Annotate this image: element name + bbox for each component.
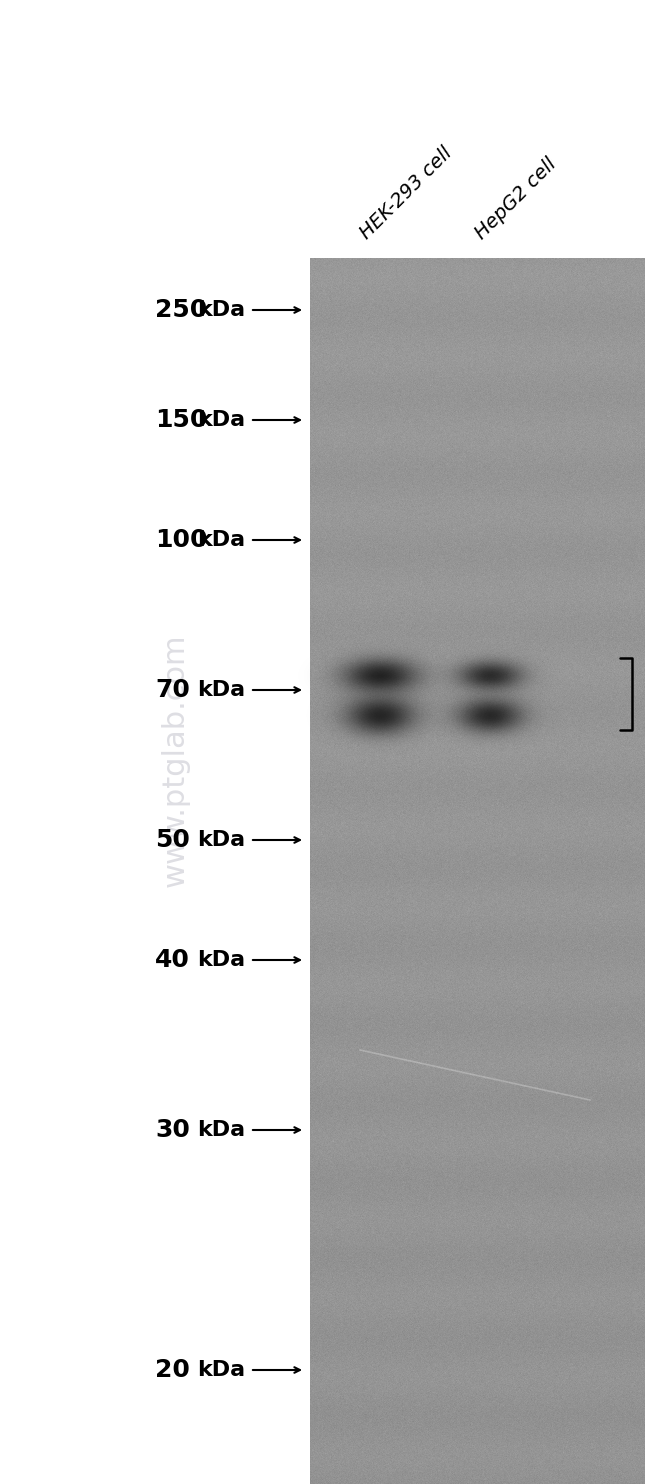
Text: HepG2 cell: HepG2 cell: [471, 154, 560, 243]
Text: kDa: kDa: [197, 410, 245, 430]
Text: 30: 30: [155, 1117, 190, 1143]
Text: 100: 100: [155, 528, 207, 552]
Text: 20: 20: [155, 1358, 190, 1382]
Text: kDa: kDa: [197, 530, 245, 551]
Text: 50: 50: [155, 828, 190, 852]
Text: kDa: kDa: [197, 950, 245, 971]
Text: HEK-293 cell: HEK-293 cell: [357, 144, 456, 243]
Text: kDa: kDa: [197, 1359, 245, 1380]
Text: kDa: kDa: [197, 830, 245, 850]
Text: 150: 150: [155, 408, 207, 432]
Text: 70: 70: [155, 678, 190, 702]
Text: kDa: kDa: [197, 300, 245, 321]
Text: 40: 40: [155, 948, 190, 972]
Text: kDa: kDa: [197, 1120, 245, 1140]
Text: 250: 250: [155, 298, 207, 322]
Text: kDa: kDa: [197, 680, 245, 700]
Text: www.ptglab.com: www.ptglab.com: [161, 634, 190, 887]
